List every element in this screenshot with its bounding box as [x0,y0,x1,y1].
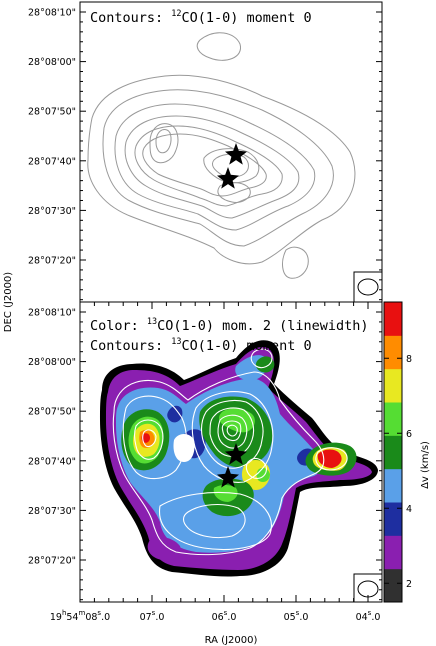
y-tick-label: 28°07'40" [28,156,76,167]
y-tick-label: 28°07'50" [28,107,76,118]
top-y-axis: 28°08'10" 28°08'00" 28°07'50" 28°07'40" 28°0… [28,8,382,301]
bottom-stars [217,443,247,488]
y-tick-label: 28°08'10" [28,8,76,19]
bottom-panel-title-2: Contours: 13CO(1-0) moment 0 [90,337,312,354]
y-tick-label: 28°08'10" [28,308,76,319]
y-tick-label: 28°07'30" [28,206,76,217]
colorbar-segment [384,468,402,503]
star-marker [217,167,239,189]
y-tick-label: 28°07'20" [28,556,76,567]
top-panel-title: Contours: 12CO(1-0) moment 0 [90,9,312,26]
y-tick-label: 28°07'30" [28,506,76,517]
top-panel: Contours: 12CO(1-0) moment 0 28°08'10"28… [28,1,383,303]
bottom-contours [112,348,348,556]
colorbar-label: Δv (km/s) [420,441,431,489]
colorbar-segment [384,568,402,603]
star-marker [225,143,247,165]
top-contours [87,32,356,279]
star-marker [217,466,239,488]
bottom-panel-title-1: Color: 13CO(1-0) mom. 2 (linewidth) [90,317,368,334]
bottom-x-axis: 19h54m08s.0 07s.0 06s.0 05s.0 04s.0 [50,302,381,623]
colorbar-frame [383,301,403,603]
x-tick-label: 07s.0 [140,609,165,623]
top-stars [217,143,247,189]
dark-blue-patch [167,405,183,423]
colorbar-segment [384,535,402,570]
beam-ellipse [357,278,379,296]
x-axis-label: RA (J2000) [205,635,258,646]
colorbar-segment [384,435,402,470]
blue-region [116,378,322,553]
y-tick-label: 28°08'00" [28,357,76,368]
y-axis-label: DEC (J2000) [3,272,14,332]
x-tick-label: 04s.0 [356,609,381,623]
colorbar-segment [384,402,402,436]
star-marker [225,443,247,465]
colorbar-segment [384,502,402,536]
y-tick-label: 28°07'50" [28,407,76,418]
bottom-panel-frame [79,301,383,603]
red-spot-left [141,433,150,443]
colorbar-tick-label: 6 [406,429,412,440]
lime-lower [213,485,238,502]
colorbar: 2 4 6 8 [383,301,412,603]
purple-bottom [147,537,181,561]
colorbar-segment [384,302,402,336]
masked-hole [173,434,195,462]
y-tick-label: 28°07'40" [28,456,76,467]
colorbar-tick-label: 8 [406,354,412,365]
colorbar-tick-label: 4 [406,504,412,515]
colorbar-segment [384,335,402,370]
colorbar-segment [384,368,402,403]
x-tick-label: 06s.0 [212,609,237,623]
y-tick-label: 28°08'00" [28,57,76,68]
bottom-panel: Color: 13CO(1-0) mom. 2 (linewidth) Cont… [28,301,383,623]
x-tick-label: 05s.0 [284,609,309,623]
colorbar-tick-label: 2 [406,579,412,590]
top-beam [353,271,383,303]
green-lobe-upper [255,356,275,373]
x-tick-label: 19h54m08s.0 [50,609,110,623]
y-tick-label: 28°07'20" [28,256,76,267]
bottom-y-axis: 28°08'10" 28°08'00" 28°07'50" 28°07'40" 28°0… [28,308,382,601]
